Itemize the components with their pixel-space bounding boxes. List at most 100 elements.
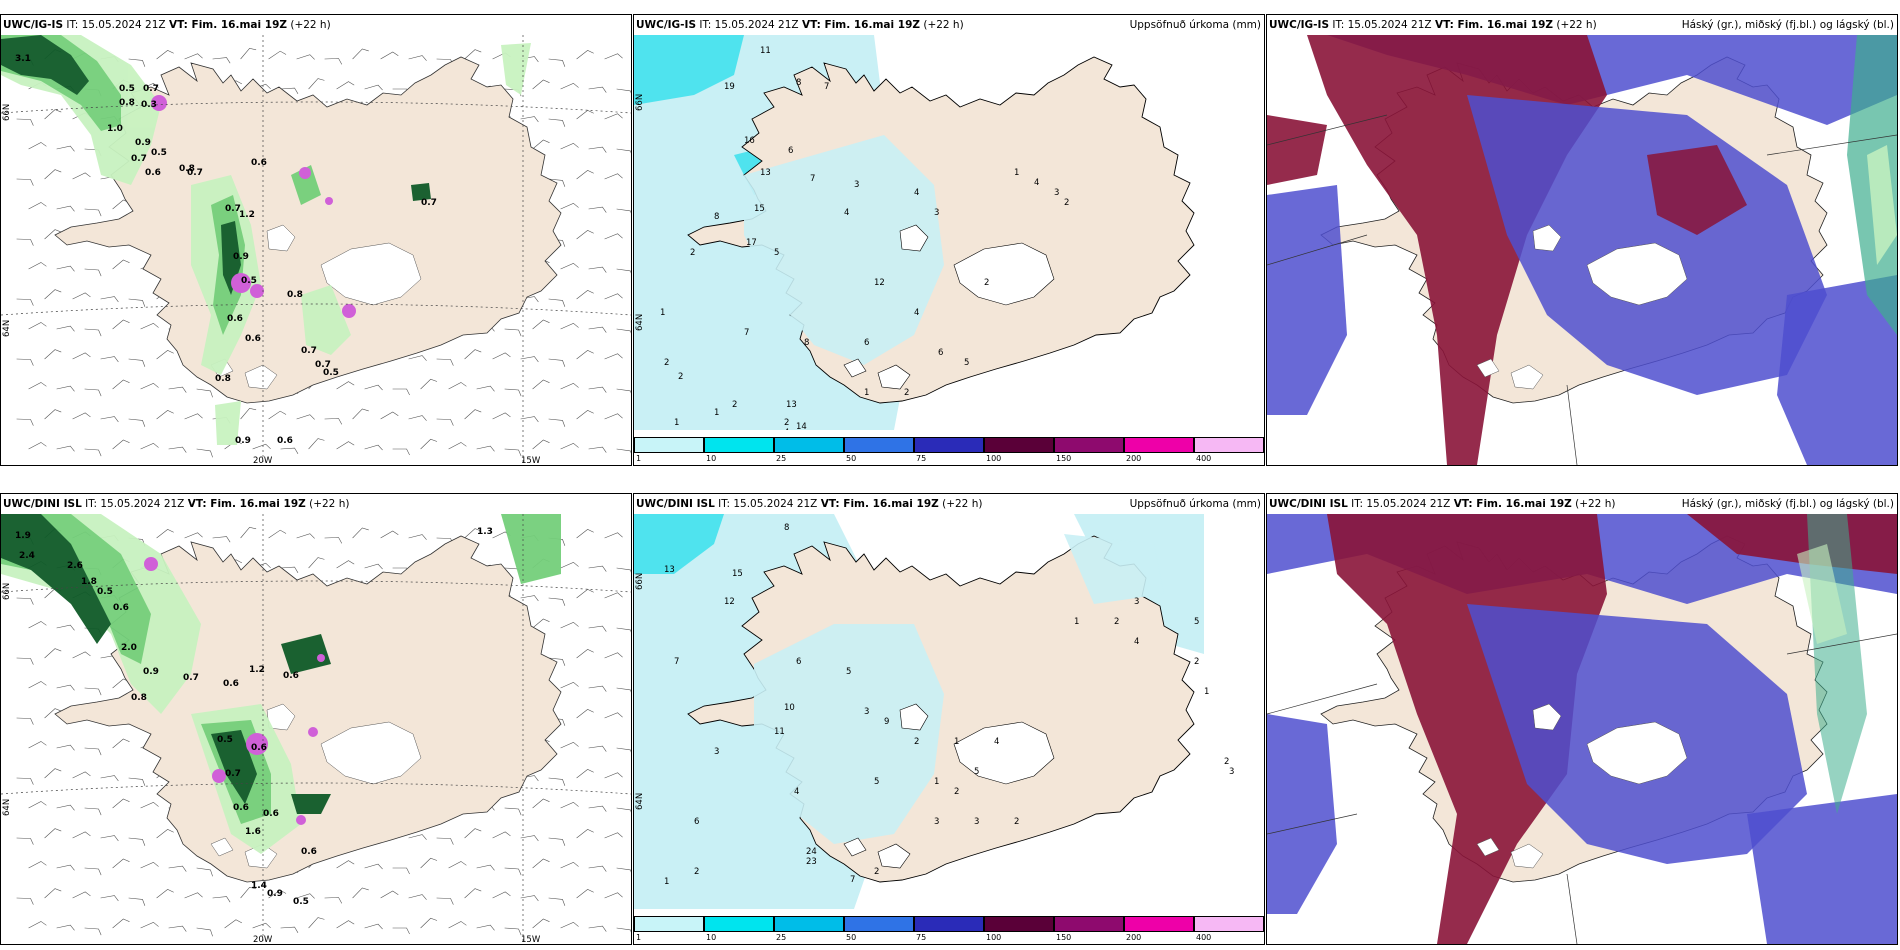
value-label: 2: [694, 867, 699, 877]
wind-barb: [324, 897, 343, 904]
wind-barb: [240, 886, 257, 899]
wind-barb: [44, 768, 62, 779]
value-label: 0.6: [301, 847, 317, 857]
legend-tick-label: 400: [1196, 933, 1212, 942]
wind-barb: [184, 413, 203, 420]
valid-time: VT: Fim. 16.mai 19Z: [801, 19, 920, 31]
wind-barb: [100, 356, 119, 363]
value-label: 1: [674, 418, 679, 428]
wind-barb: [16, 837, 34, 845]
legend-tick-label: 150: [1056, 454, 1072, 463]
wind-barb: [196, 448, 213, 458]
value-label: 1: [714, 408, 719, 418]
wind-barb: [72, 292, 91, 300]
init-time: IT: 15.05.2024 21Z: [1351, 498, 1451, 510]
init-time: IT: 15.05.2024 21Z: [699, 19, 799, 31]
value-label: 2: [1064, 198, 1069, 208]
value-label: 15: [732, 569, 743, 579]
value-label: 2: [874, 867, 879, 877]
panel-header: UWC/DINI ISL IT: 15.05.2024 21Z VT: Fim.…: [1267, 494, 1897, 514]
value-label: 6: [938, 348, 943, 358]
wind-barb: [616, 807, 631, 817]
value-label: 0.7: [183, 673, 199, 683]
wind-barb: [576, 829, 594, 839]
wind-barb: [56, 325, 75, 332]
wind-barb: [532, 918, 550, 929]
panel-header: UWC/IG-IS IT: 15.05.2024 21Z VT: Fim. 16…: [1, 15, 631, 35]
wind-barb: [616, 208, 631, 218]
wind-barb: [604, 772, 623, 779]
wind-barb: [548, 657, 566, 666]
value-label: 6: [694, 817, 699, 827]
wind-barb: [28, 681, 47, 689]
wind-barb: [252, 922, 271, 929]
value-label: 3: [854, 180, 859, 190]
valid-time: VT: Fim. 16.mai 19Z: [820, 498, 939, 510]
wind-barb: [604, 592, 623, 599]
value-label: 0.7: [143, 84, 159, 94]
wind-barb: [420, 438, 438, 450]
wind-barb: [44, 109, 62, 120]
wind-barb: [380, 51, 399, 60]
wind-barb: [576, 889, 594, 899]
wind-barb: [128, 418, 146, 427]
wind-barb: [156, 829, 174, 839]
wind-barb: [28, 801, 47, 809]
value-label: 1.0: [107, 124, 123, 134]
wind-barb: [336, 860, 355, 869]
cloud-cover-map: [1267, 514, 1897, 944]
value-label: 7: [824, 82, 829, 92]
wind-barb: [576, 769, 594, 779]
wind-barb: [56, 744, 75, 751]
lead-time: (+22 h): [942, 498, 983, 510]
wind-barb: [112, 259, 130, 270]
value-label: 0.9: [267, 889, 283, 899]
field-title: Uppsöfnuð úrkoma (mm): [1129, 19, 1261, 31]
wind-barb: [616, 328, 631, 338]
wind-barb: [84, 208, 102, 217]
value-label: 0.6: [263, 809, 279, 819]
wind-barb: [56, 205, 75, 212]
init-time: IT: 15.05.2024 21Z: [1332, 19, 1432, 31]
model-name: UWC/DINI ISL: [636, 498, 715, 510]
wind-barb: [156, 50, 174, 60]
wind-barb: [100, 895, 119, 902]
wind-barb: [604, 53, 623, 60]
wind-barb: [560, 82, 579, 90]
value-label: 1.8: [81, 577, 97, 587]
wind-barb: [44, 708, 62, 719]
wind-barb: [84, 328, 102, 337]
value-label: 8: [804, 338, 809, 348]
wind-barb: [504, 807, 522, 816]
value-label: 0.6: [233, 803, 249, 813]
wind-barb: [588, 685, 607, 692]
wind-barb: [576, 350, 594, 360]
wind-barb: [604, 173, 623, 180]
valid-time: VT: Fim. 16.mai 19Z: [1434, 19, 1553, 31]
wind-barb: [28, 442, 47, 450]
wind-barb: [532, 858, 550, 869]
precip-over-land-northeast: [1064, 534, 1164, 604]
value-label: 2: [1014, 817, 1019, 827]
cloud-cover-map: [1267, 35, 1897, 465]
value-label: 5: [774, 248, 779, 258]
wind-barb: [548, 777, 566, 786]
precip-magenta-cores: [151, 95, 356, 318]
init-time: IT: 15.05.2024 21Z: [718, 498, 818, 510]
wind-barb: [560, 921, 579, 929]
value-label: 0.8: [179, 164, 195, 174]
wind-barb: [548, 58, 566, 67]
wind-barb: [604, 233, 623, 240]
wind-barb: [44, 648, 62, 659]
value-label: 0.6: [223, 679, 239, 689]
wind-barb: [308, 78, 325, 90]
wind-barb: [616, 388, 631, 398]
wind-barb: [156, 529, 174, 539]
value-label: 12: [874, 278, 885, 288]
value-label: 0.5: [97, 587, 113, 597]
value-label: 1.6: [245, 827, 261, 837]
value-label: 2: [690, 248, 695, 258]
legend-swatch: [774, 437, 844, 453]
legend-swatch: [1194, 437, 1264, 453]
wind-barb: [224, 919, 243, 929]
